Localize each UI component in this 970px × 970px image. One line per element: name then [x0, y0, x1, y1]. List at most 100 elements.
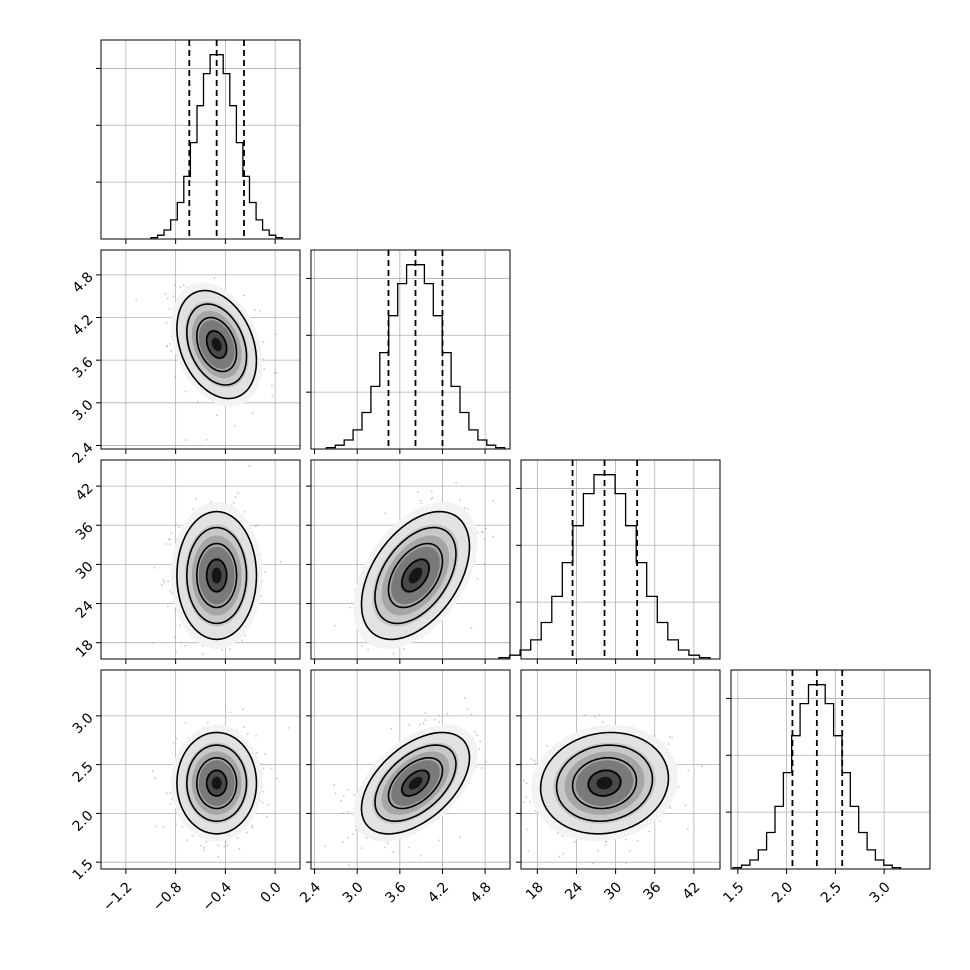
- y-tick-label-2-2: 30: [73, 559, 97, 583]
- sample-point: [417, 491, 419, 493]
- sample-point: [179, 286, 182, 289]
- panel-frame: [100, 39, 301, 240]
- sample-point: [422, 722, 425, 725]
- sample-point: [476, 578, 479, 580]
- sample-point: [383, 667, 385, 669]
- sample-point: [483, 538, 486, 541]
- sample-point: [155, 825, 158, 828]
- panel-2-2: [498, 459, 721, 664]
- sample-point: [192, 508, 195, 511]
- sample-point: [459, 836, 461, 839]
- contour-1-0-2: [185, 303, 248, 386]
- sample-point: [210, 500, 213, 503]
- sample-point: [597, 849, 599, 852]
- sample-point: [260, 595, 263, 597]
- sample-point: [175, 737, 178, 740]
- sample-point: [154, 776, 157, 779]
- sample-point: [438, 839, 440, 842]
- sample-point: [262, 801, 264, 804]
- sample-point: [525, 828, 528, 831]
- sample-point: [479, 740, 482, 743]
- y-tick-label-1-4: 4.8: [70, 269, 97, 296]
- sample-point: [342, 812, 345, 815]
- contour-1-0-1: [196, 316, 238, 373]
- sample-point: [228, 648, 231, 651]
- sample-point: [276, 777, 278, 780]
- sample-point: [263, 368, 266, 370]
- sample-point: [234, 496, 237, 499]
- contour-3-1-1: [387, 757, 444, 810]
- sample-point: [349, 606, 351, 609]
- sample-point: [229, 711, 232, 714]
- sample-point: [255, 734, 257, 737]
- sample-point: [419, 500, 422, 502]
- density-shade: [211, 567, 222, 584]
- sample-point: [342, 841, 344, 843]
- sample-point: [424, 712, 427, 715]
- sample-point: [523, 801, 525, 804]
- sample-point: [205, 840, 207, 843]
- sample-point: [438, 721, 441, 723]
- sample-point: [205, 438, 208, 441]
- sample-point: [481, 530, 483, 533]
- sample-point: [658, 820, 661, 822]
- sample-point: [484, 760, 487, 763]
- sample-point: [534, 810, 537, 812]
- sample-point: [236, 837, 239, 839]
- contour-3-1-2: [374, 744, 457, 823]
- x-tick-label-0-3: 0.0: [258, 879, 285, 906]
- sample-point: [232, 501, 235, 504]
- sample-point: [534, 762, 537, 765]
- sample-point: [255, 751, 258, 754]
- sample-point: [438, 715, 441, 717]
- sample-point: [476, 734, 479, 737]
- sample-point: [530, 758, 533, 761]
- sample-point: [242, 708, 244, 711]
- sample-point: [463, 507, 466, 509]
- x-tick-label-3-3: 3.0: [867, 879, 894, 906]
- x-tick-label-1-1: 3.0: [340, 879, 367, 906]
- sample-point: [167, 580, 170, 583]
- sample-point: [226, 844, 229, 847]
- sample-point: [221, 648, 224, 651]
- panel-frame: [730, 669, 931, 870]
- y-tick-label-1-1: 3.0: [70, 397, 97, 424]
- sample-point: [256, 524, 259, 526]
- sample-point: [604, 840, 607, 843]
- sample-point: [492, 535, 494, 538]
- sample-point: [372, 660, 374, 662]
- sample-point: [546, 745, 549, 747]
- sample-point: [165, 543, 167, 545]
- sample-point: [446, 712, 449, 715]
- sample-point: [275, 371, 278, 374]
- sample-point: [170, 532, 173, 535]
- sample-point: [365, 837, 368, 840]
- sample-point: [474, 731, 476, 733]
- sample-point: [166, 297, 169, 300]
- sample-point: [264, 752, 266, 755]
- sample-point: [242, 726, 245, 729]
- scatter-points-3-0: [151, 708, 290, 858]
- sample-point: [408, 846, 411, 849]
- sample-point: [390, 727, 393, 730]
- x-tick-label-2-1: 24: [562, 879, 586, 903]
- panel-3-1: [306, 669, 511, 874]
- sample-point: [420, 502, 423, 505]
- sample-point: [251, 824, 254, 827]
- sample-point: [351, 833, 354, 835]
- sample-point: [384, 846, 386, 849]
- sample-point: [583, 714, 586, 717]
- sample-point: [213, 277, 216, 280]
- sample-point: [160, 584, 163, 586]
- x-tick-label-2-4: 42: [680, 879, 704, 903]
- contour-3-1-3: [360, 731, 471, 835]
- sample-point: [488, 829, 490, 831]
- sample-point: [669, 807, 672, 809]
- sample-point: [424, 719, 427, 721]
- contour-3-1-0: [401, 769, 430, 797]
- x-tick-label-2-0: 18: [523, 879, 547, 903]
- sample-point: [687, 769, 690, 772]
- sample-point: [184, 390, 187, 393]
- density-shade: [408, 776, 423, 790]
- sample-point: [151, 642, 154, 644]
